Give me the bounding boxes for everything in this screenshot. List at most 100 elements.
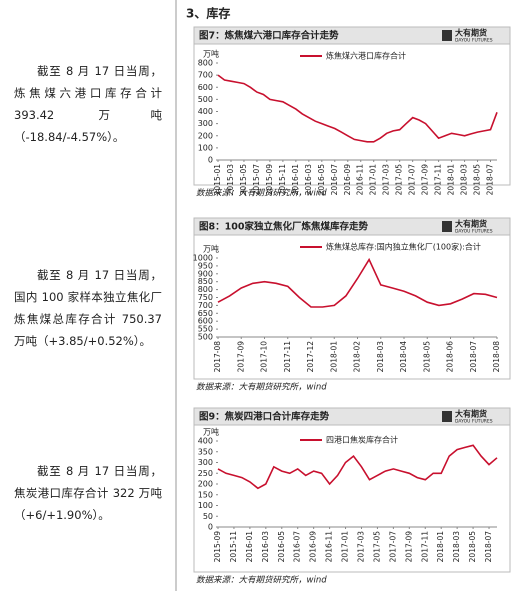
x-tick-label: 2018-07 <box>469 341 478 373</box>
x-tick-label: 2016-09 <box>309 531 318 563</box>
x-tick-label: 2018-03 <box>376 341 385 373</box>
legend-label: 炼焦煤六港口库存合计 <box>326 51 406 61</box>
source-note: 数据来源：大有期货研究所，wind <box>196 382 327 393</box>
y-tick-label: 150 <box>198 490 213 499</box>
x-tick-label: 2015-09 <box>213 531 222 563</box>
x-tick-label: 2016-03 <box>304 164 313 196</box>
x-tick-label: 2017-01 <box>369 164 378 196</box>
paragraph: 截至 8 月 17 日当周，炼焦煤六港口库存合计 393.42 万吨（-18.8… <box>14 64 162 144</box>
logo-mark <box>442 30 452 41</box>
x-tick-label: 2017-09 <box>421 164 430 196</box>
y-tick-label: 50 <box>203 512 213 521</box>
x-tick-label: 2018-01 <box>447 164 456 196</box>
section-heading: 3、库存 <box>186 6 230 21</box>
legend-label: 炼焦煤总库存:国内独立焦化厂(100家):合计 <box>326 242 481 252</box>
chart-title: 图9：焦炭四港口合计库存走势 <box>199 411 330 423</box>
x-tick-label: 2016-03 <box>261 531 270 563</box>
x-tick-label: 2017-07 <box>408 164 417 196</box>
x-tick-label: 2017-09 <box>236 341 245 373</box>
title-bar <box>193 217 511 236</box>
x-tick-label: 2017-03 <box>356 531 365 563</box>
brand-name: 大有期货 <box>455 219 487 229</box>
x-tick-label: 2016-05 <box>277 531 286 563</box>
x-tick-label: 2016-01 <box>291 164 300 196</box>
y-tick-label: 500 <box>198 95 213 104</box>
x-tick-label: 2017-01 <box>341 531 350 563</box>
y-tick-label: 550 <box>198 325 213 334</box>
y-tick-label: 300 <box>198 458 213 467</box>
x-tick-label: 2017-08 <box>213 341 222 373</box>
x-tick-label: 2015-09 <box>265 164 274 196</box>
y-tick-label: 400 <box>198 437 213 446</box>
y-tick-label: 200 <box>198 480 213 489</box>
y-tick-label: 0 <box>208 523 213 532</box>
chart-frame <box>193 407 511 573</box>
x-tick-label: 2016-07 <box>330 164 339 196</box>
y-tick-label: 700 <box>198 71 213 80</box>
y-tick-label: 0 <box>208 156 213 165</box>
x-tick-label: 2018-07 <box>484 531 493 563</box>
logo-mark <box>442 411 452 422</box>
x-tick-label: 2016-07 <box>293 531 302 563</box>
x-tick-label: 2016-05 <box>317 164 326 196</box>
x-tick-label: 2018-02 <box>353 341 362 373</box>
x-tick-label: 2017-03 <box>382 164 391 196</box>
x-tick-label: 2017-11 <box>434 164 443 196</box>
y-tick-label: 800 <box>198 59 213 68</box>
data-line <box>217 444 498 490</box>
x-tick-label: 2018-06 <box>446 341 455 373</box>
x-tick-label: 2018-08 <box>492 341 501 373</box>
x-tick-label: 2018-05 <box>473 164 482 196</box>
y-tick-label: 350 <box>198 447 213 456</box>
x-tick-label: 2018-05 <box>422 341 431 373</box>
y-unit: 万吨 <box>203 49 219 59</box>
y-tick-label: 250 <box>198 469 213 478</box>
source-note: 数据来源：大有期货研究所，wind <box>196 575 327 586</box>
x-tick-label: 2017-05 <box>372 531 381 563</box>
x-tick-label: 2018-04 <box>399 341 408 373</box>
x-tick-label: 2018-05 <box>468 531 477 563</box>
chart-title: 图7：炼焦煤六港口库存合计走势 <box>199 30 339 42</box>
x-tick-label: 2018-01 <box>329 341 338 373</box>
y-unit: 万吨 <box>203 244 219 254</box>
brand-name: 大有期货 <box>455 28 487 38</box>
x-tick-label: 2015-11 <box>229 531 238 563</box>
paragraph: 截至 8 月 17 日当周，焦炭港口库存合计 322 万吨（+6/+1.90%）… <box>14 464 162 522</box>
title-bar <box>193 26 511 45</box>
x-tick-label: 2017-11 <box>283 341 292 373</box>
brand-sub: DAYOU FUTURES <box>455 229 493 235</box>
x-tick-label: 2017-12 <box>306 341 315 373</box>
y-tick-label: 100 <box>198 501 213 510</box>
data-line <box>217 257 498 308</box>
x-tick-label: 2015-01 <box>213 164 222 196</box>
x-tick-label: 2018-07 <box>486 164 495 196</box>
y-tick-label: 600 <box>198 83 213 92</box>
y-tick-label: 750 <box>198 293 213 302</box>
x-tick-label: 2015-03 <box>226 164 235 196</box>
x-tick-label: 2017-07 <box>388 531 397 563</box>
x-tick-label: 2016-11 <box>325 531 334 563</box>
legend-label: 四港口焦炭库存合计 <box>326 435 398 445</box>
y-tick-label: 950 <box>198 261 213 270</box>
x-tick-label: 2017-05 <box>395 164 404 196</box>
y-tick-label: 700 <box>198 301 213 310</box>
y-tick-label: 900 <box>198 269 213 278</box>
x-tick-label: 2017-10 <box>260 341 269 373</box>
brand-sub: DAYOU FUTURES <box>455 419 493 425</box>
title-bar <box>193 407 511 426</box>
source-note: 数据来源：大有期货研究所，wind <box>196 188 327 199</box>
y-tick-label: 850 <box>198 277 213 286</box>
y-tick-label: 100 <box>198 143 213 152</box>
x-tick-label: 2017-09 <box>404 531 413 563</box>
y-tick-label: 300 <box>198 119 213 128</box>
paragraph: 截至 8 月 17 日当周，国内 100 家样本独立焦化厂炼焦煤总库存合计 75… <box>14 268 162 348</box>
x-tick-label: 2016-11 <box>356 164 365 196</box>
x-tick-label: 2018-01 <box>436 531 445 563</box>
logo-mark <box>442 221 452 232</box>
x-tick-label: 2017-11 <box>420 531 429 563</box>
data-line <box>217 74 498 143</box>
y-tick-label: 600 <box>198 317 213 326</box>
x-tick-label: 2015-07 <box>252 164 261 196</box>
chart-title: 图8：100家独立焦化厂炼焦煤库存走势 <box>199 221 368 233</box>
